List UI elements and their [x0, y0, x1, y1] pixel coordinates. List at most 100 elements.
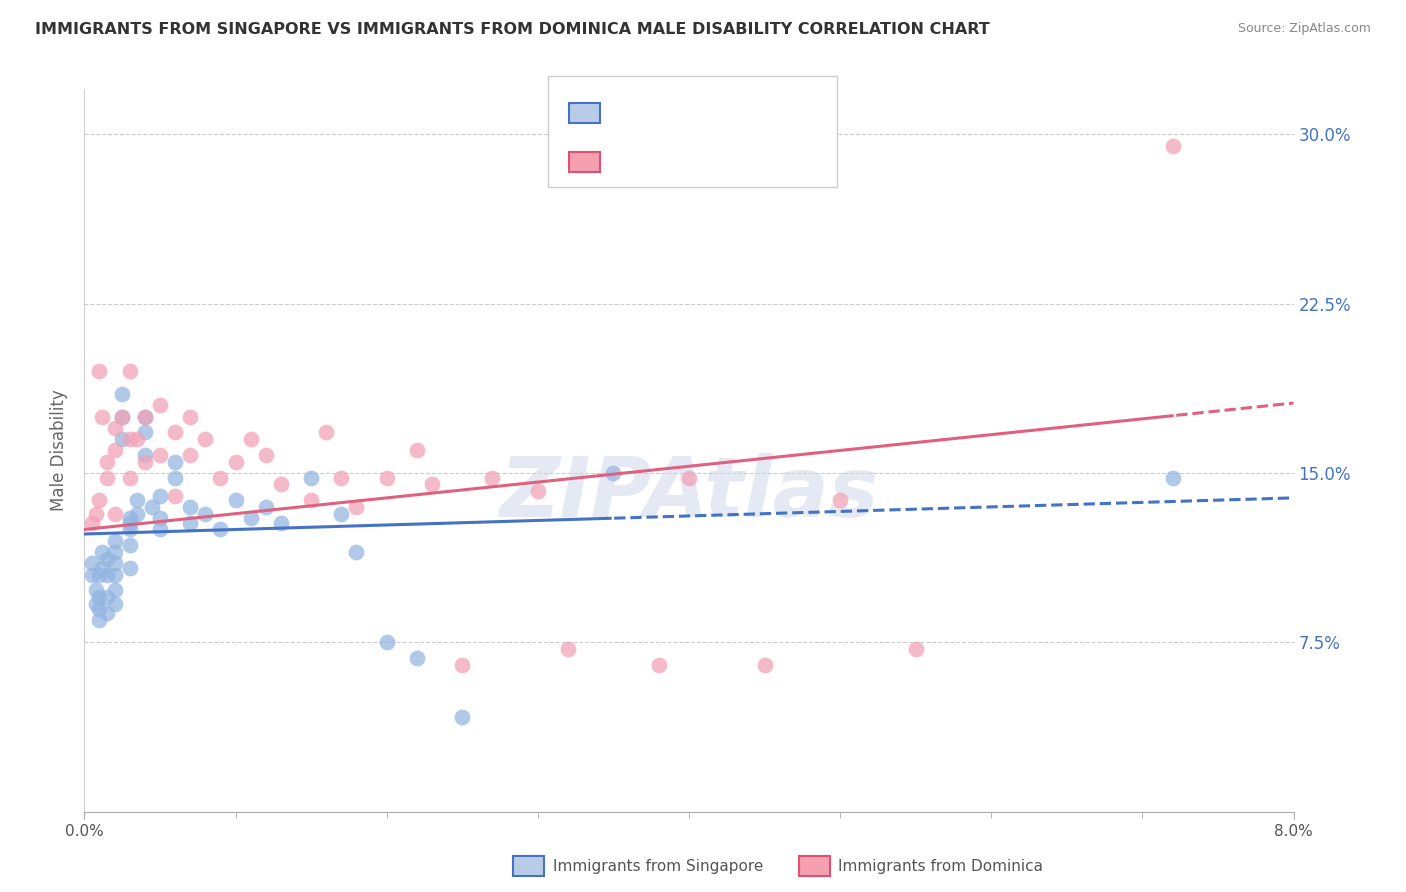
Point	[299, 470, 322, 484]
Point	[86, 507, 108, 521]
Point	[134, 455, 156, 469]
Point	[118, 511, 141, 525]
Point	[89, 567, 111, 582]
Point	[89, 601, 111, 615]
Point	[104, 533, 127, 548]
Point	[104, 507, 127, 521]
Text: R =: R =	[612, 101, 648, 119]
Point	[96, 606, 118, 620]
Point	[118, 561, 141, 575]
Point	[104, 443, 127, 458]
Point	[104, 421, 127, 435]
Point	[179, 448, 201, 462]
Point	[254, 448, 277, 462]
Point	[111, 387, 134, 401]
Point	[134, 409, 156, 424]
Point	[149, 523, 172, 537]
Point	[89, 493, 111, 508]
Point	[118, 523, 141, 537]
Point	[96, 567, 118, 582]
Point	[194, 507, 217, 521]
Point	[346, 545, 368, 559]
Point	[89, 613, 111, 627]
Point	[141, 500, 163, 514]
Point	[179, 409, 201, 424]
Point	[165, 455, 187, 469]
Point	[104, 545, 127, 559]
Text: 0.281: 0.281	[644, 145, 696, 163]
Point	[96, 455, 118, 469]
Point	[270, 516, 292, 530]
Point	[451, 657, 474, 672]
Point	[134, 409, 156, 424]
Point	[830, 493, 852, 508]
Point	[134, 448, 156, 462]
Point	[420, 477, 443, 491]
Point	[80, 557, 103, 571]
Point	[330, 470, 353, 484]
Point	[104, 567, 127, 582]
Point	[111, 409, 134, 424]
Text: 55: 55	[731, 101, 754, 119]
Point	[346, 500, 368, 514]
Point	[118, 538, 141, 552]
Text: Source: ZipAtlas.com: Source: ZipAtlas.com	[1237, 22, 1371, 36]
Point	[149, 511, 172, 525]
Point	[127, 432, 149, 446]
Point	[104, 597, 127, 611]
Point	[111, 432, 134, 446]
Point	[557, 642, 579, 657]
Point	[481, 470, 503, 484]
Point	[239, 432, 262, 446]
Point	[118, 432, 141, 446]
Point	[104, 583, 127, 598]
Point	[375, 635, 398, 649]
Point	[89, 591, 111, 605]
Point	[754, 657, 776, 672]
Text: IMMIGRANTS FROM SINGAPORE VS IMMIGRANTS FROM DOMINICA MALE DISABILITY CORRELATIO: IMMIGRANTS FROM SINGAPORE VS IMMIGRANTS …	[35, 22, 990, 37]
Point	[375, 470, 398, 484]
Point	[406, 651, 429, 665]
Text: Immigrants from Singapore: Immigrants from Singapore	[553, 859, 763, 873]
Point	[86, 597, 108, 611]
Point	[225, 455, 247, 469]
Point	[209, 523, 232, 537]
Text: N =: N =	[700, 101, 737, 119]
Point	[270, 477, 292, 491]
Point	[149, 489, 172, 503]
Point	[86, 583, 108, 598]
Point	[602, 466, 624, 480]
Point	[527, 484, 550, 499]
Point	[254, 500, 277, 514]
Point	[194, 432, 217, 446]
Text: Immigrants from Dominica: Immigrants from Dominica	[838, 859, 1043, 873]
Point	[239, 511, 262, 525]
Point	[179, 516, 201, 530]
Y-axis label: Male Disability: Male Disability	[51, 390, 69, 511]
Point	[89, 364, 111, 378]
Point	[406, 443, 429, 458]
Point	[299, 493, 322, 508]
Point	[80, 516, 103, 530]
Point	[225, 493, 247, 508]
Text: 46: 46	[731, 145, 754, 163]
Text: N =: N =	[700, 145, 737, 163]
Point	[104, 557, 127, 571]
Point	[149, 398, 172, 412]
Point	[165, 470, 187, 484]
Point	[1161, 138, 1184, 153]
Point	[315, 425, 337, 440]
Point	[96, 470, 118, 484]
Point	[165, 425, 187, 440]
Point	[96, 551, 118, 566]
Point	[165, 489, 187, 503]
Text: ZIPAtlas: ZIPAtlas	[499, 453, 879, 534]
Point	[179, 500, 201, 514]
Point	[451, 710, 474, 724]
Point	[118, 470, 141, 484]
Point	[127, 493, 149, 508]
Point	[149, 448, 172, 462]
Point	[678, 470, 700, 484]
Point	[134, 425, 156, 440]
Point	[80, 567, 103, 582]
